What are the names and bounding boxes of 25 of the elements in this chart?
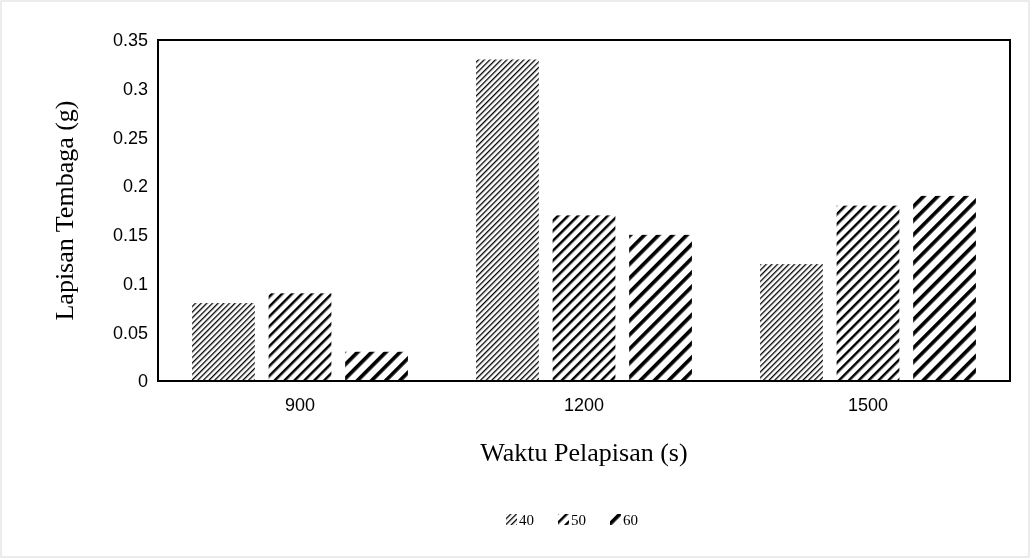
bar bbox=[913, 195, 976, 381]
x-tick-label: 1200 bbox=[563, 395, 605, 415]
bar bbox=[552, 215, 616, 381]
bar bbox=[268, 293, 332, 381]
y-tick-label: 0 bbox=[137, 371, 148, 392]
y-tick-label: 0.2 bbox=[122, 176, 148, 197]
x-tick-label: 900 bbox=[284, 395, 316, 415]
legend-label: 40 bbox=[519, 512, 534, 529]
bar bbox=[836, 205, 900, 381]
bar bbox=[629, 234, 692, 381]
legend-label: 50 bbox=[571, 512, 586, 529]
x-axis-title: Waktu Pelapisan (s) bbox=[480, 438, 688, 467]
bar bbox=[760, 264, 823, 381]
y-tick-label: 0.05 bbox=[112, 322, 148, 343]
bar bbox=[345, 351, 408, 381]
y-tick-label: 0.3 bbox=[122, 79, 148, 100]
y-axis-title: Lapisan Tembaga (g) bbox=[50, 100, 79, 321]
legend-label: 60 bbox=[623, 512, 638, 529]
y-tick-label: 0.25 bbox=[112, 127, 148, 148]
y-tick-label: 0.35 bbox=[112, 30, 148, 51]
bar bbox=[476, 59, 539, 381]
y-tick-label: 0.1 bbox=[122, 273, 148, 294]
bar bbox=[192, 303, 255, 381]
x-tick-label: 1500 bbox=[847, 395, 889, 415]
y-tick-label: 0.15 bbox=[112, 225, 148, 246]
